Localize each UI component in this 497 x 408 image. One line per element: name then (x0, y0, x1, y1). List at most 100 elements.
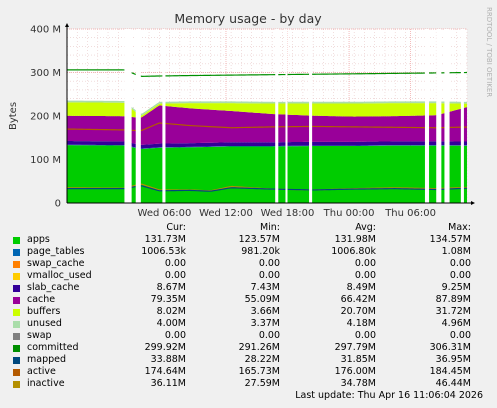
legend-value-max: 87.89M (435, 294, 471, 305)
legend-value-min: 3.66M (250, 306, 280, 317)
line-committed (67, 69, 468, 77)
rrdtool-watermark: RRDTOOL / TOBI OETIKER (485, 7, 493, 97)
legend-value-min: 0.00 (258, 270, 280, 281)
legend-name: buffers (27, 306, 61, 317)
legend-value-cur: 8.02M (156, 306, 186, 317)
legend-value-cur: 0.00 (164, 258, 186, 269)
legend-value-avg: 176.00M (334, 366, 376, 377)
legend-value-max: 9.25M (441, 282, 471, 293)
chart-svg: Memory usage - by day RRDTOOL / TOBI OET… (8, 7, 493, 219)
legend-row-buffers: buffers 8.02M 3.66M 20.70M 31.72M (0, 306, 497, 318)
legend-swatch (13, 285, 20, 292)
x-tick-labels: Wed 06:00 Wed 12:00 Wed 18:00 Thu 00:00 Thu … (138, 208, 436, 219)
legend-swatch (13, 249, 20, 256)
legend-header: Cur: Min: Avg: Max: (0, 222, 497, 234)
legend-row-inactive: inactive 36.11M 27.59M 34.78M 46.44M (0, 378, 497, 390)
data-gaps (124, 29, 464, 203)
axes (65, 23, 475, 205)
y-axis-arrow (65, 23, 69, 27)
legend-value-max: 36.95M (435, 354, 471, 365)
legend-value-min: 165.73M (238, 366, 280, 377)
legend-value-max: 0.00 (449, 330, 471, 341)
legend-header-cur: Cur: (166, 222, 186, 233)
legend-swatch (13, 321, 20, 328)
area-buffers (67, 102, 467, 118)
x-tick-label: Wed 12:00 (199, 208, 253, 219)
legend-value-min: 55.09M (244, 294, 280, 305)
legend-swatch (13, 309, 20, 316)
y-tick-label: 0 (55, 199, 61, 210)
line-mapped (67, 185, 468, 192)
legend-value-max: 46.44M (435, 378, 471, 389)
legend-value-avg: 4.18M (346, 318, 376, 329)
legend-name: apps (27, 234, 50, 245)
legend-value-min: 28.22M (244, 354, 280, 365)
legend-name: page_tables (27, 246, 85, 257)
legend-row-active: active 174.64M 165.73M 176.00M 184.45M (0, 366, 497, 378)
legend-swatch (13, 237, 20, 244)
legend-value-cur: 33.88M (150, 354, 186, 365)
y-tick-label: 200 M (30, 112, 61, 123)
area-slab_cache (67, 141, 467, 149)
legend-value-avg: 66.42M (340, 294, 376, 305)
data-gap (460, 29, 464, 203)
legend-swatch (13, 261, 20, 268)
area-page_tables (67, 144, 467, 149)
legend-value-min: 3.37M (250, 318, 280, 329)
x-axis-arrow (471, 201, 475, 205)
data-gap (162, 29, 166, 203)
legend-value-cur: 299.92M (144, 342, 186, 353)
legend-value-cur: 0.00 (164, 330, 186, 341)
legend-value-cur: 79.35M (150, 294, 186, 305)
legend-value-cur: 8.67M (156, 282, 186, 293)
data-gap (424, 29, 430, 203)
legend-value-avg: 1006.80k (331, 246, 376, 257)
legend-value-max: 31.72M (435, 306, 471, 317)
legend-value-min: 0.00 (258, 258, 280, 269)
legend-value-cur: 131.73M (144, 234, 186, 245)
legend-value-min: 0.00 (258, 330, 280, 341)
legend-value-cur: 0.00 (164, 270, 186, 281)
legend-value-min: 291.26M (238, 342, 280, 353)
legend-value-avg: 31.85M (340, 354, 376, 365)
legend-value-avg: 131.98M (334, 234, 376, 245)
area-cache (67, 105, 467, 145)
legend-row-slab_cache: slab_cache 8.67M 7.43M 8.49M 9.25M (0, 282, 497, 294)
legend-value-avg: 0.00 (354, 258, 376, 269)
legend-value-avg: 297.79M (334, 342, 376, 353)
legend-value-max: 184.45M (429, 366, 471, 377)
legend-row-committed: committed 299.92M 291.26M 297.79M 306.31M (0, 342, 497, 354)
legend-swatch (13, 381, 20, 388)
data-gap (124, 29, 132, 203)
y-axis-label: Bytes (8, 102, 19, 130)
legend-name: swap (27, 330, 52, 341)
legend-header-max: Max: (448, 222, 471, 233)
legend-name: active (27, 366, 56, 377)
legend-value-avg: 0.00 (354, 330, 376, 341)
data-gap (309, 29, 313, 203)
legend-swatch (13, 357, 20, 364)
legend-value-avg: 34.78M (340, 378, 376, 389)
y-tick-label: 100 M (30, 155, 61, 166)
legend-value-max: 0.00 (449, 270, 471, 281)
legend-swatch (13, 273, 20, 280)
legend-value-cur: 36.11M (150, 378, 186, 389)
legend-name: slab_cache (27, 282, 80, 293)
line-active (66, 122, 468, 132)
x-tick-label: Thu 00:00 (323, 208, 375, 219)
legend-value-cur: 174.64M (144, 366, 186, 377)
legend-swatch (13, 297, 20, 304)
x-tick-label: Thu 06:00 (384, 208, 436, 219)
legend-row-vmalloc_used: vmalloc_used 0.00 0.00 0.00 0.00 (0, 270, 497, 282)
data-gap (436, 29, 442, 203)
legend-row-apps: apps 131.73M 123.57M 131.98M 134.57M (0, 234, 497, 246)
data-gap (444, 29, 450, 203)
chart-title: Memory usage - by day (174, 11, 322, 26)
legend-name: unused (27, 318, 62, 329)
legend-header-avg: Avg: (355, 222, 376, 233)
line-series (66, 69, 468, 192)
x-tick-label: Wed 18:00 (261, 208, 315, 219)
legend-swatch (13, 369, 20, 376)
legend-value-min: 7.43M (250, 282, 280, 293)
legend-name: swap_cache (27, 258, 85, 269)
